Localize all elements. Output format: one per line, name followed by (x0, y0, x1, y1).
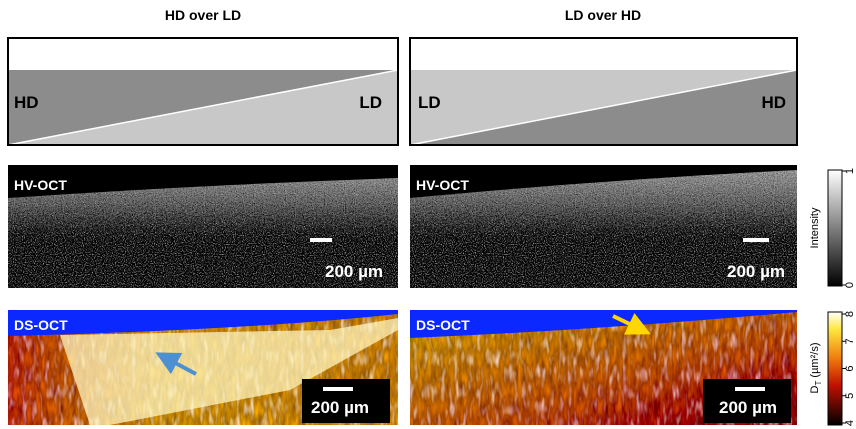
colorbar (827, 311, 843, 426)
tick-label: 5 (844, 393, 856, 399)
region-label: LD (359, 93, 382, 112)
colorbar-ticks: 4 5 6 7 8 (842, 311, 856, 426)
ds-oct-image (410, 310, 797, 425)
tick-label: 1 (844, 168, 856, 174)
tick-label: 4 (844, 420, 856, 426)
schematic (409, 37, 798, 146)
colorbar (827, 169, 843, 287)
column-title: LD over HD (565, 7, 641, 23)
scale-bar-label: 200 µm (311, 398, 369, 417)
schematic (7, 37, 399, 146)
panel-label: HV-OCT (14, 177, 67, 193)
scale-bar-label: 200 µm (325, 262, 383, 281)
region-label: HD (14, 93, 39, 112)
tick-label: 6 (844, 365, 856, 371)
hv-oct-image (410, 165, 797, 288)
region-label: HD (761, 93, 786, 112)
panel-label: DS-OCT (416, 317, 470, 333)
hv-oct-image (8, 165, 398, 288)
panel-label: HV-OCT (416, 177, 469, 193)
label-subscript: T (814, 381, 823, 386)
scale-bar-label: 200 µm (727, 262, 785, 281)
panel-label: DS-OCT (14, 317, 68, 333)
colorbar-label: DT (µm²/s) (809, 343, 823, 394)
tick-label: 8 (844, 311, 856, 317)
colorbar-label: Intensity (809, 207, 821, 248)
label-main: D (809, 385, 821, 393)
ds-oct-image (8, 310, 398, 425)
column-title: HD over LD (165, 7, 241, 23)
scale-bar-label: 200 µm (719, 398, 777, 417)
label-unit: (µm²/s) (809, 343, 821, 381)
tick-label: 7 (844, 338, 856, 344)
region-label: LD (418, 93, 441, 112)
tick-label: 0 (844, 282, 856, 288)
colorbar-ticks: 01 (842, 168, 856, 288)
